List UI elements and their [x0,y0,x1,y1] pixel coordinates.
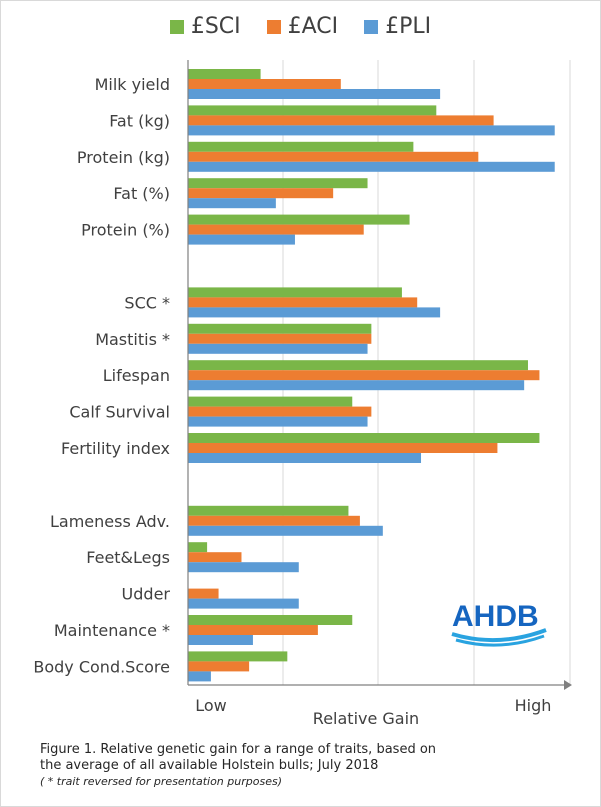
category-label: Calf Survival [69,403,170,422]
bar-sci [188,323,372,334]
x-axis-title: Relative Gain [313,709,419,728]
chart-area: Milk yield Fat (kg) Protein (kg) Fat (%) Pro… [33,60,572,728]
bar-aci [188,115,494,126]
x-axis-arrow [564,680,572,690]
bar-sci [188,433,540,443]
category-label: Fat (kg) [109,111,170,130]
logo-text: AHDB [452,600,539,633]
category-label: Udder [122,585,171,604]
bar-pli [188,525,383,536]
bar-sci [188,360,528,371]
bar-sci [188,396,353,407]
category-label: Protein (%) [81,221,170,240]
legend-label: £ACI [287,14,339,39]
bar-sci [188,141,414,152]
x-tick-low: Low [195,696,227,715]
ahdb-logo: AHDB [448,598,550,648]
bar-pli [188,89,441,99]
legend-label: £PLI [385,14,432,39]
category-label: Protein (kg) [77,148,170,167]
bar-aci [188,224,364,235]
category-label: Mastitis * [95,330,170,349]
bar-sci [188,505,349,516]
category-label: SCC * [124,293,170,312]
bar-sci [188,178,368,189]
bar-pli [188,307,441,318]
bar-sci [188,214,410,225]
legend: £SCI £ACI £PLI [0,14,601,39]
bar-aci [188,443,498,453]
bar-sci [188,651,288,662]
category-label: Maintenance * [54,621,170,640]
bar-aci [188,588,219,599]
legend-item: £SCI [169,14,241,39]
bar-pli [188,562,299,573]
bar-sci [188,615,353,625]
legend-swatch [266,19,281,34]
bar-aci [188,661,250,672]
bar-aci [188,370,540,381]
legend-swatch [169,19,184,34]
category-label: Fat (%) [113,184,170,203]
x-tick-high: High [515,696,552,715]
category-label: Feet&Legs [86,548,170,567]
bar-pli [188,671,211,682]
bar-pli [188,453,422,463]
bar-sci [188,287,402,298]
bar-pli [188,343,368,354]
category-label: Fertility index [61,439,170,458]
legend-swatch [364,19,379,34]
bar-aci [188,515,360,526]
bar-sci [188,69,261,79]
bar-pli [188,635,253,645]
caption-line-1: Figure 1. Relative genetic gain for a ra… [40,742,437,757]
bar-sci [188,542,208,553]
bar-aci [188,297,418,308]
bar-aci [188,151,479,162]
bar-pli [188,380,525,391]
bar-pli [188,234,295,245]
bar-aci [188,79,341,89]
bar-aci [188,333,372,344]
bar-pli [188,198,276,209]
caption-line-2: the average of all available Holstein bu… [40,758,379,773]
bar-aci [188,625,318,635]
category-label: Milk yield [95,75,170,94]
category-label: Lameness Adv. [50,512,170,531]
bar-pli [188,125,555,136]
caption-note: ( * trait reversed for presentation purp… [40,775,282,788]
bar-aci [188,188,334,199]
bar-sci [188,105,437,116]
category-label: Lifespan [103,366,170,385]
legend-item: £PLI [364,14,431,39]
bar-aci [188,552,242,563]
bar-pli [188,161,555,172]
bar-aci [188,406,372,417]
bar-pli [188,598,299,609]
bar-pli [188,416,368,427]
figure-caption: Figure 1. Relative genetic gain for a ra… [40,742,580,790]
category-label: Body Cond.Score [33,657,170,676]
legend-item: £ACI [266,14,339,39]
legend-label: £SCI [190,14,241,39]
